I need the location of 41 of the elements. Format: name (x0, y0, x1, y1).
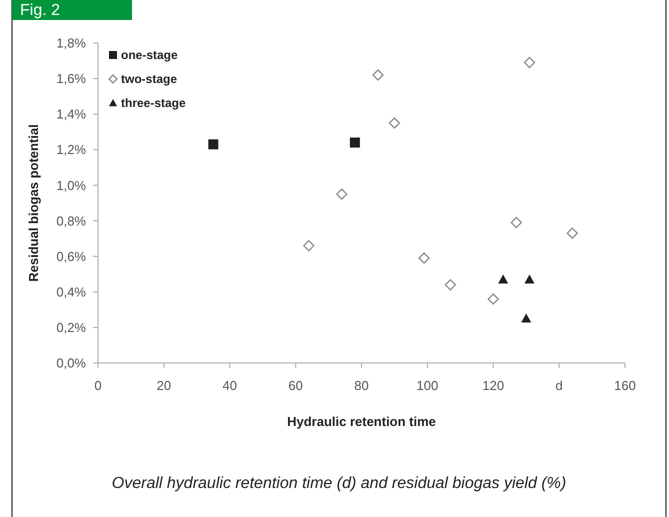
point (418, 252, 430, 264)
x-tick-label: 0 (94, 378, 102, 393)
x-tick-label: 80 (354, 378, 369, 393)
point (208, 139, 218, 150)
point (488, 293, 499, 305)
y-tick-label: 1,2% (56, 142, 86, 158)
x-tick-label: 60 (288, 378, 303, 393)
y-tick-label: 0,0% (56, 356, 86, 371)
y-tick-label: 0,4% (56, 284, 86, 300)
point (521, 314, 532, 323)
point (336, 188, 348, 200)
x-tick-label: 160 (614, 378, 636, 393)
point (388, 117, 400, 129)
x-tick-label: 40 (222, 378, 237, 393)
point (524, 274, 534, 284)
x-tick-label: 100 (416, 378, 438, 393)
text: Overall hydraulic retention time (d) and residual biogas yield (%) (112, 475, 566, 492)
point (510, 216, 522, 228)
point (350, 138, 360, 148)
y-axis-title: Residual biogas potential (26, 124, 41, 282)
x-axis-title: Hydraulic retention time (287, 414, 436, 429)
legend-label: one-stage (121, 48, 178, 62)
point (524, 56, 536, 68)
point (303, 240, 314, 252)
y-tick-label: 0,6% (56, 248, 86, 264)
point (498, 274, 508, 284)
x-tick-label: 20 (156, 378, 172, 393)
y-tick-label: 0,2% (56, 320, 86, 335)
y-tick-label: 1,4% (56, 106, 86, 122)
legend-label: three-stage (121, 96, 186, 110)
y-tick-label: 0,8% (56, 213, 86, 228)
y-tick-label: 1,6% (56, 71, 86, 86)
point (444, 279, 456, 290)
chart-title: Fig. 2 (20, 2, 60, 19)
y-tick-label: 1,0% (56, 178, 86, 193)
point (372, 69, 384, 81)
y-tick-label: 1,8% (56, 36, 86, 51)
legend-label: two-stage (121, 72, 178, 86)
x-tick-label: 120 (482, 378, 504, 393)
x-tick-label: d (556, 378, 563, 393)
point (566, 228, 578, 239)
